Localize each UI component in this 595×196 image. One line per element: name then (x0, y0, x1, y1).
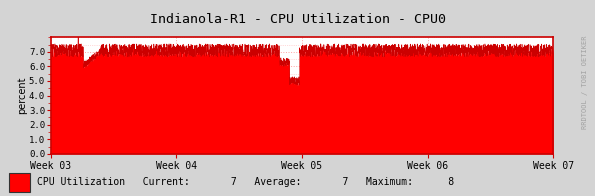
Text: Indianola-R1 - CPU Utilization - CPU0: Indianola-R1 - CPU Utilization - CPU0 (149, 13, 446, 26)
Bar (9, 173, 30, 192)
Text: RRDTOOL / TOBI OETIKER: RRDTOOL / TOBI OETIKER (582, 35, 588, 129)
Text: CPU Utilization   Current:       7   Average:       7   Maximum:      8: CPU Utilization Current: 7 Average: 7 Ma… (37, 177, 455, 187)
Y-axis label: percent: percent (17, 77, 27, 114)
